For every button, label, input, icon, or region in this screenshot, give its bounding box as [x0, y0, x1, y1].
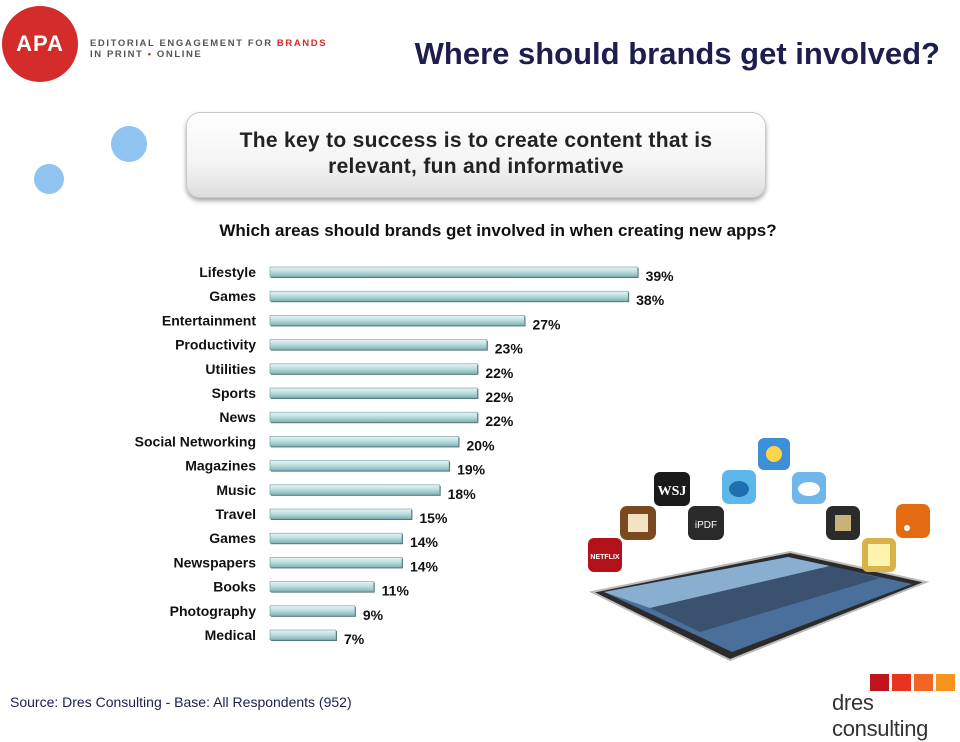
bar — [269, 508, 412, 520]
value-label: 39% — [646, 268, 675, 284]
category-label: Games — [209, 288, 256, 304]
weather-icon — [758, 438, 790, 470]
category-label: News — [219, 409, 256, 425]
ibooks-icon — [620, 506, 656, 540]
bar — [269, 290, 629, 302]
value-label: 15% — [419, 510, 448, 526]
brand-color-block — [936, 674, 955, 691]
value-label: 14% — [410, 558, 439, 574]
value-label: 22% — [485, 365, 514, 381]
twitter-icon — [722, 470, 756, 504]
category-label: Lifestyle — [199, 264, 256, 280]
brand-color-block — [892, 674, 911, 691]
brand-color-block — [870, 674, 889, 691]
bar — [269, 315, 525, 326]
value-label: 22% — [485, 413, 514, 429]
bar — [269, 266, 638, 278]
bar — [269, 411, 478, 423]
decorative-bubble-small — [34, 164, 64, 194]
category-label: Magazines — [185, 458, 256, 474]
rss-icon — [896, 504, 930, 538]
bar — [269, 629, 337, 641]
source-note: Source: Dres Consulting - Base: All Resp… — [10, 694, 352, 710]
tagline-text-a: EDITORIAL ENGAGEMENT FOR — [90, 38, 277, 49]
theater-icon — [826, 506, 860, 540]
bar — [269, 436, 459, 447]
logo-text: APA — [16, 31, 64, 56]
bar — [269, 557, 403, 568]
bar — [269, 581, 374, 592]
ipad-illustration: WSJ iPDF NETFLIX — [588, 438, 930, 662]
value-label: 23% — [495, 341, 524, 357]
bar — [269, 363, 478, 375]
value-label: 38% — [636, 292, 665, 308]
category-label: Photography — [170, 603, 257, 619]
category-label: Utilities — [205, 361, 256, 377]
page-title: Where should brands get involved? — [414, 36, 940, 71]
category-label: Travel — [216, 506, 256, 522]
cloud-icon — [792, 472, 826, 504]
tagline-line-2: IN PRINT • ONLINE — [90, 49, 327, 60]
bar — [269, 460, 450, 471]
category-label: Music — [216, 482, 256, 498]
notes-icon — [862, 538, 896, 572]
tagline-text-b: IN PRINT — [90, 49, 148, 60]
category-label: Newspapers — [174, 554, 257, 570]
value-label: 11% — [382, 583, 410, 599]
key-message-box: The key to success is to create content … — [186, 112, 766, 198]
bar-chart: Lifestyle 39% Games 38% Entertainment 27% Prod… — [135, 264, 675, 647]
wsj-text: WSJ — [658, 484, 687, 499]
value-label: 22% — [485, 389, 514, 405]
netflix-icon: NETFLIX — [588, 538, 622, 572]
dres-logo-text: dres consulting — [832, 690, 929, 741]
value-label: 19% — [457, 462, 486, 478]
tagline-text-c: ONLINE — [152, 49, 203, 60]
wsj-icon: WSJ — [654, 472, 690, 506]
bar — [269, 484, 440, 496]
netflix-text: NETFLIX — [590, 554, 619, 561]
decorative-bubble-large — [111, 126, 147, 162]
logo-tagline: EDITORIAL ENGAGEMENT FOR BRANDS IN PRINT… — [90, 38, 327, 60]
tagline-dot: • — [147, 49, 153, 60]
category-label: Entertainment — [162, 312, 256, 328]
bar — [269, 605, 356, 617]
bar — [269, 387, 478, 399]
category-label: Books — [213, 579, 256, 595]
bar — [269, 532, 403, 544]
value-label: 20% — [467, 437, 496, 453]
value-label: 18% — [448, 486, 477, 502]
category-label: Medical — [205, 627, 256, 643]
ipdf-text: iPDF — [695, 520, 717, 531]
brand-color-block — [914, 674, 933, 691]
value-label: 27% — [532, 316, 561, 332]
key-message-text: The key to success is to create content … — [239, 129, 713, 178]
ipad-device — [588, 550, 930, 662]
chart-title: Which areas should brands get involved i… — [219, 221, 777, 240]
dres-logo-blocks — [870, 674, 955, 691]
category-label: Social Networking — [135, 433, 256, 449]
tagline-brands: BRANDS — [276, 38, 328, 49]
value-label: 9% — [363, 607, 384, 623]
category-label: Games — [209, 530, 256, 546]
category-label: Sports — [212, 385, 257, 401]
bar — [269, 339, 488, 350]
ipdf-icon: iPDF — [688, 506, 724, 540]
value-label: 14% — [410, 534, 439, 550]
value-label: 7% — [344, 631, 365, 647]
category-label: Productivity — [175, 337, 256, 353]
apa-logo: APA — [2, 6, 78, 82]
tagline-line-1: EDITORIAL ENGAGEMENT FOR BRANDS — [90, 38, 327, 49]
